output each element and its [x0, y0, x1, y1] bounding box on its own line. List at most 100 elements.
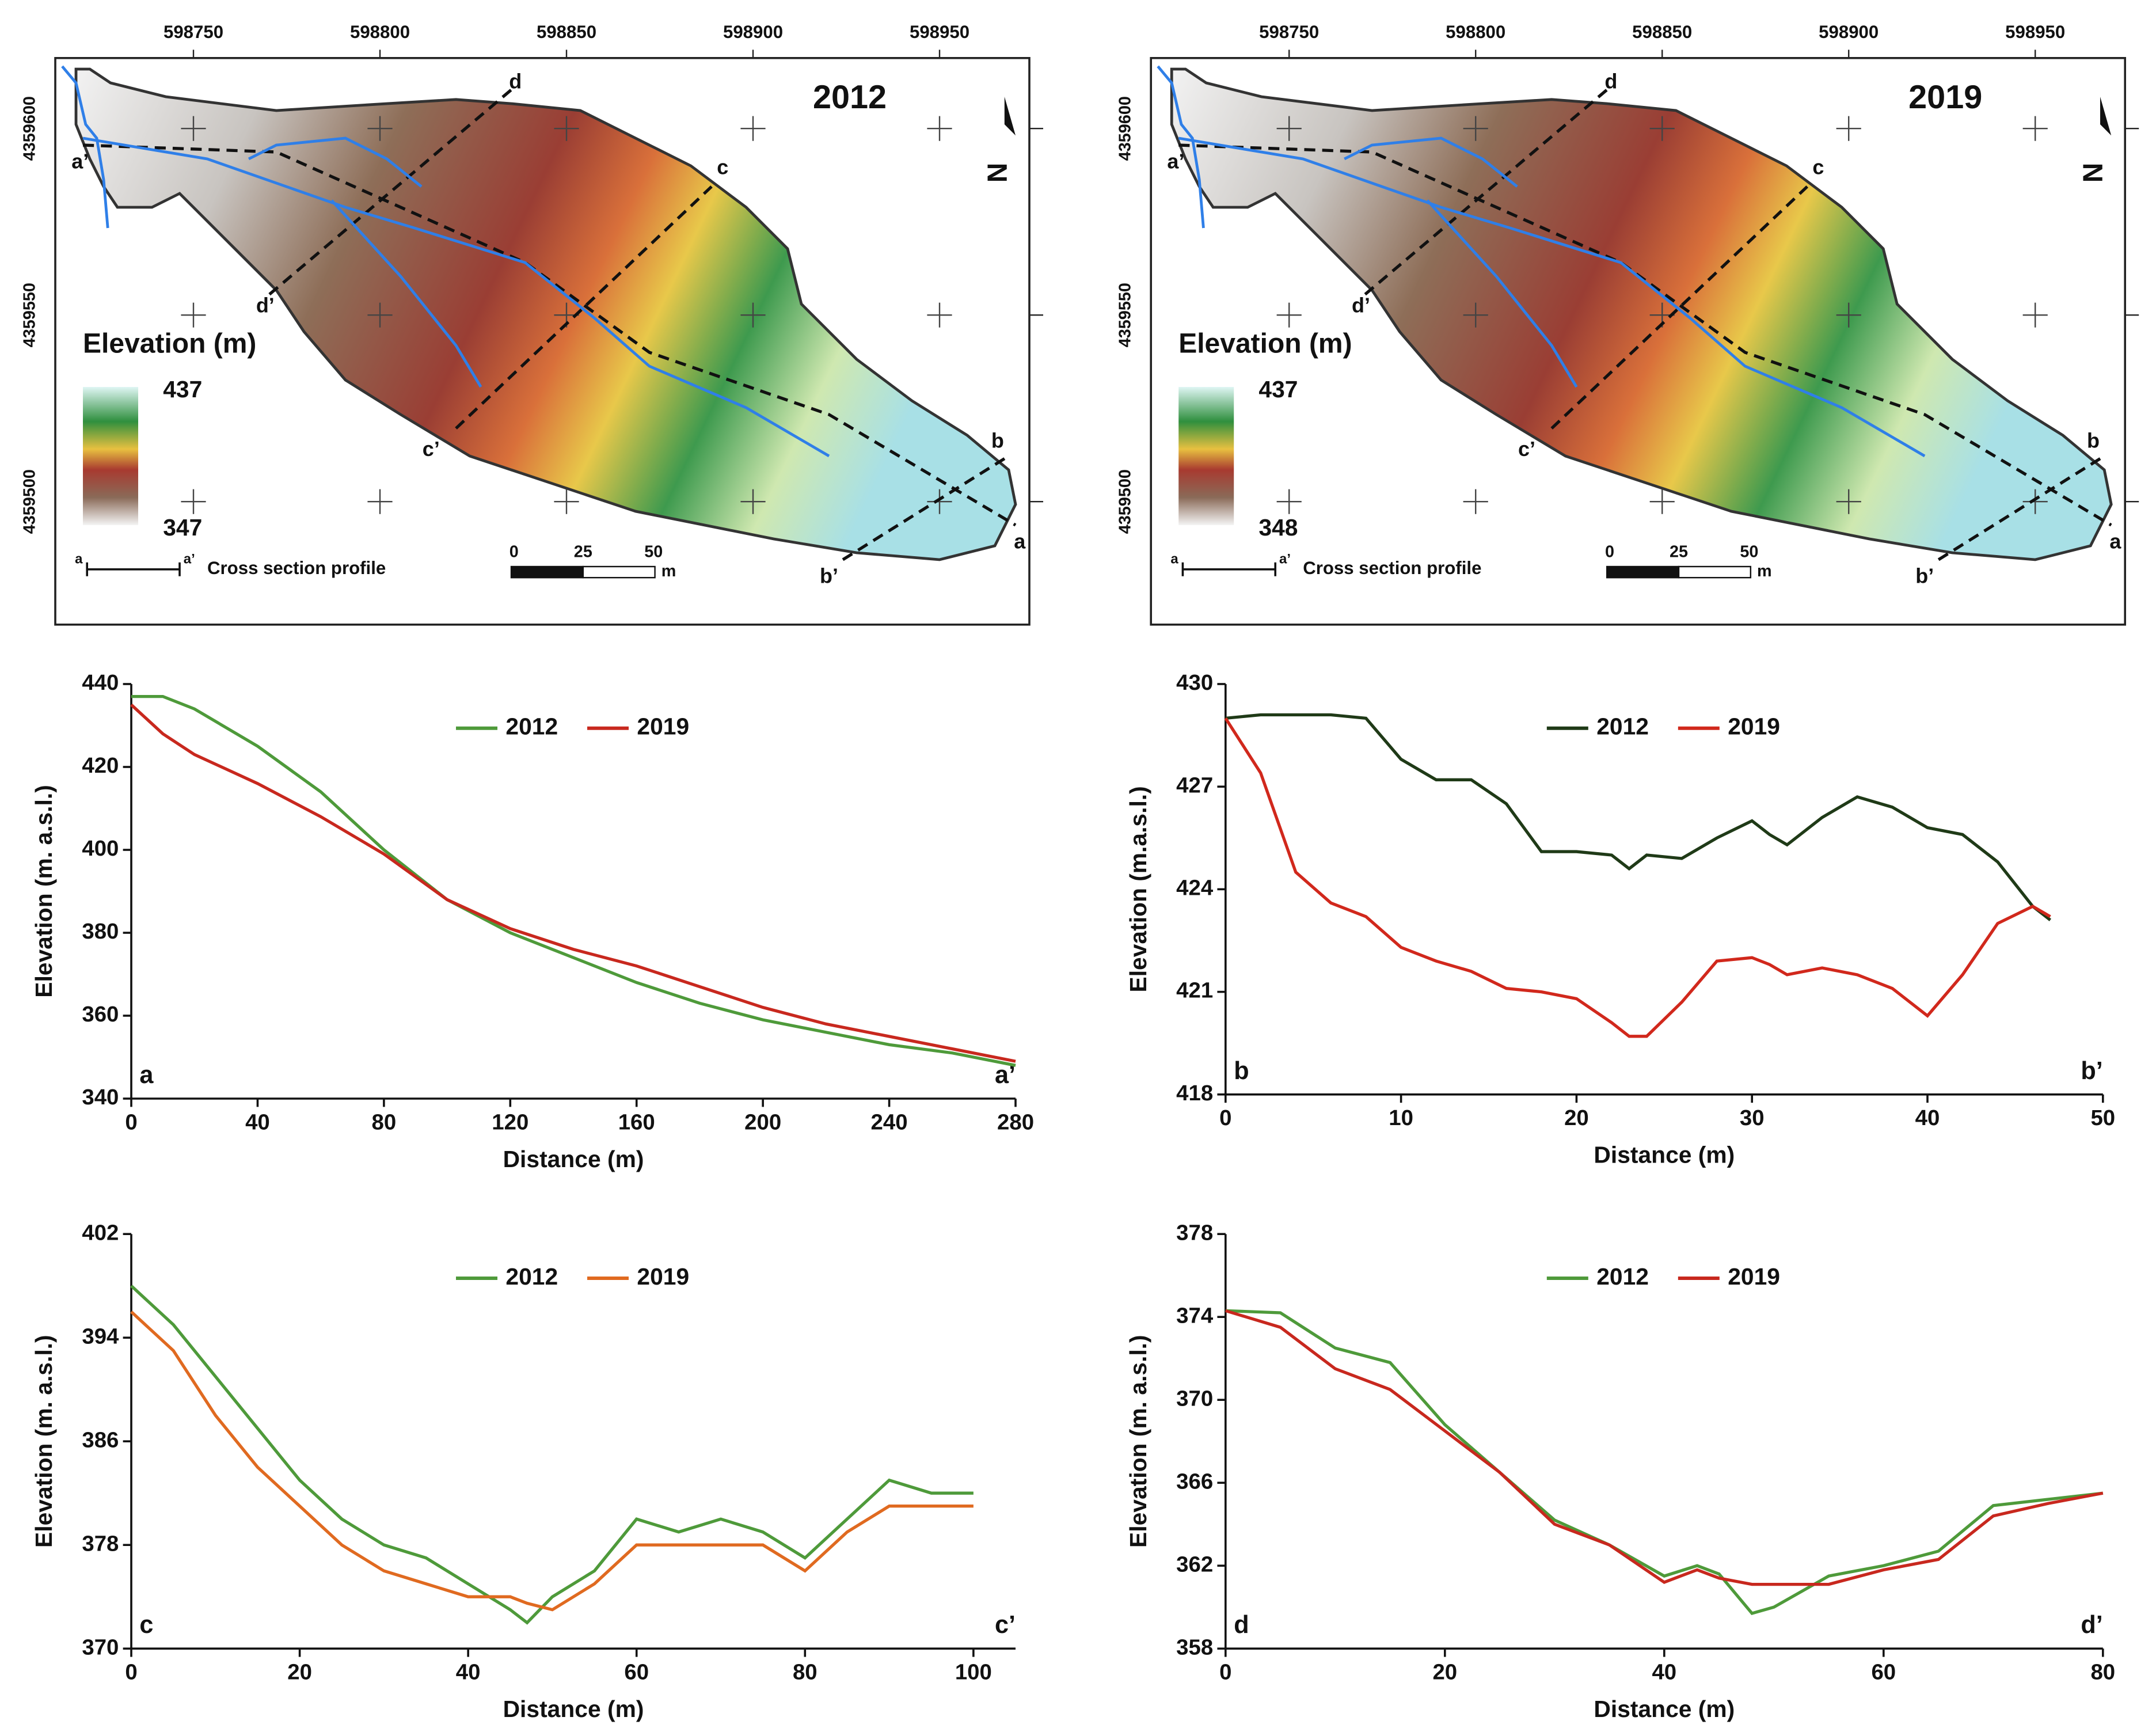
axes: [1225, 1234, 2103, 1650]
y-coord-label: 4359500: [1116, 469, 1135, 534]
x-tick-label: 0: [1219, 1660, 1231, 1685]
section-line: [455, 185, 713, 430]
x-tick-label: 0: [1219, 1106, 1231, 1130]
grid-cross: [1836, 302, 1861, 328]
stream: [248, 136, 423, 188]
stream: [1344, 136, 1518, 188]
section-line: [82, 143, 1017, 527]
section-line: [1178, 143, 2112, 527]
legend-label: 2012: [505, 713, 558, 740]
x-coord-label: 598800: [1446, 22, 1505, 42]
section-label: b’: [1915, 564, 1934, 588]
scale-label: m: [661, 562, 676, 580]
stream: [1426, 199, 1578, 388]
scale-label: 25: [574, 543, 592, 561]
y-axis-label: Elevation (m. a.s.l.): [31, 785, 57, 998]
landslide-dem: [1170, 67, 2113, 561]
grid-cross: [927, 116, 952, 141]
series-line: [130, 1310, 974, 1612]
grid-cross: [1836, 116, 1861, 141]
x-tick-label: 280: [997, 1110, 1034, 1134]
section-label: c’: [1518, 437, 1535, 461]
legend-title: Elevation (m): [83, 329, 256, 359]
grid-cross: [740, 489, 766, 514]
grid-cross: [1276, 302, 1302, 328]
stream: [330, 199, 482, 388]
grid-cross: [2022, 489, 2048, 514]
profile-label: Cross section profile: [207, 558, 386, 578]
x-tick-label: 40: [245, 1110, 270, 1134]
north-arrow: [2100, 97, 2112, 136]
legend-label: 2012: [1596, 713, 1649, 740]
x-tick-label: 0: [125, 1660, 137, 1685]
profile-symbol: [1181, 562, 1277, 576]
section-label: a: [2109, 530, 2121, 553]
series-line: [130, 704, 1016, 1063]
grid-cross: [367, 116, 393, 141]
x-tick-label: 80: [372, 1110, 397, 1134]
y-coord-label: 4359500: [20, 469, 39, 534]
legend-label: 2012: [505, 1263, 558, 1290]
y-tick-label: 402: [82, 1220, 119, 1245]
x-tick-label: 40: [1915, 1106, 1940, 1130]
legend-min: 348: [1258, 514, 1298, 541]
y-tick-label: 418: [1176, 1081, 1213, 1106]
x-tick-label: 80: [2090, 1660, 2115, 1685]
grid-cross: [927, 489, 952, 514]
y-tick-label: 366: [1176, 1469, 1213, 1494]
scale-label: m: [1757, 562, 1772, 580]
end-label: d’: [2081, 1611, 2102, 1639]
scale-label: 25: [1670, 543, 1688, 561]
y-tick-label: 380: [82, 919, 119, 944]
scale-bar-black: [1606, 565, 1680, 579]
y-tick-label: 386: [82, 1427, 119, 1452]
profile-start: a: [75, 551, 83, 567]
elevation-bar: [83, 387, 139, 525]
profile-label: Cross section profile: [1303, 558, 1481, 578]
series-line: [1225, 713, 2052, 921]
elevation-bar: [1178, 387, 1234, 525]
legend-label: 2012: [1596, 1263, 1649, 1290]
section-label: d’: [1352, 293, 1370, 317]
section-label: c: [1812, 155, 1824, 178]
x-tick-label: 160: [618, 1110, 655, 1134]
y-tick-label: 440: [82, 670, 119, 695]
y-tick-label: 420: [82, 753, 119, 778]
series-line: [1224, 717, 2051, 1038]
scale-label: 50: [644, 543, 663, 561]
x-axis-label: Distance (m): [1594, 1142, 1735, 1168]
y-axis-label: Elevation (m. a.s.l.): [1125, 1335, 1151, 1548]
series-line: [131, 694, 1016, 1067]
x-tick-label: 0: [125, 1110, 137, 1134]
section-label: a: [1014, 530, 1026, 553]
landslide-dem: [74, 67, 1017, 561]
y-axis-label: Elevation (m. a.s.l.): [31, 1335, 57, 1548]
scale-label: 0: [1605, 543, 1614, 561]
section-label: a’: [1167, 150, 1184, 173]
profile-end: a’: [184, 551, 195, 567]
grid-cross: [181, 116, 206, 141]
y-coord-label: 4359550: [1116, 283, 1135, 347]
start-label: c: [139, 1611, 153, 1639]
legend-title: Elevation (m): [1178, 329, 1352, 359]
y-coord-label: 4359600: [1116, 96, 1135, 161]
x-coord-label: 598900: [1819, 22, 1879, 42]
x-coord-label: 598800: [350, 22, 410, 42]
profile-start: a: [1170, 551, 1178, 567]
x-tick-label: 50: [2090, 1106, 2115, 1130]
scale-label: 0: [509, 543, 519, 561]
legend-max: 437: [163, 376, 202, 402]
grid-cross: [1649, 116, 1675, 141]
map-title: 2019: [1908, 79, 1982, 116]
x-tick-label: 10: [1389, 1106, 1413, 1130]
section-label: d: [1604, 70, 1617, 93]
x-tick-label: 60: [1871, 1660, 1896, 1685]
y-tick-label: 370: [82, 1635, 119, 1659]
y-tick-label: 360: [82, 1002, 119, 1027]
grid-cross: [367, 302, 393, 328]
section-label: b: [2087, 429, 2100, 453]
x-axis-label: Distance (m): [1594, 1696, 1735, 1722]
legend-min: 347: [163, 514, 202, 541]
scale-label: 50: [1740, 543, 1758, 561]
scale-bar-white: [582, 565, 656, 579]
